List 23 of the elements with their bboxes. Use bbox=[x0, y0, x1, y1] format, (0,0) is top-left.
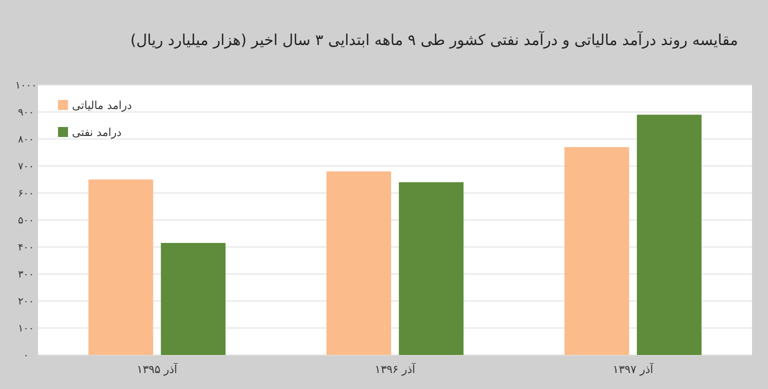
x-tick-label: آذر ۱۳۹۶ bbox=[374, 362, 416, 376]
bar bbox=[326, 171, 392, 355]
y-tick-label: ۵۰۰ bbox=[18, 216, 34, 226]
bar bbox=[88, 180, 154, 355]
bar bbox=[564, 147, 630, 355]
bar bbox=[160, 242, 226, 355]
y-tick-label: ۰ bbox=[23, 350, 29, 362]
y-tick-label: ۳۰۰ bbox=[18, 270, 34, 280]
y-tick-label: ۹۰۰ bbox=[18, 108, 34, 118]
y-tick-label: ۷۰۰ bbox=[18, 162, 34, 172]
y-tick-label: ۱۰۰ bbox=[18, 324, 34, 334]
legend-label: درامد مالیاتی bbox=[72, 99, 132, 112]
legend-label: درامد نفتی bbox=[72, 126, 122, 139]
y-tick-label: ۱۰۰۰ bbox=[15, 80, 37, 92]
bar bbox=[398, 182, 464, 355]
chart-title: مقایسه روند درآمد مالیاتی و درآمد نفتی کشور طی ۹ ماهه ابتدایی ۳ سال اخیر (هزار میلیارد ریال) bbox=[130, 30, 738, 49]
y-tick-label: ۶۰۰ bbox=[18, 188, 34, 200]
y-tick-label: ۲۰۰ bbox=[18, 296, 34, 308]
y-tick-label: ۸۰۰ bbox=[18, 134, 34, 146]
x-tick-label: آذر ۱۳۹۵ bbox=[136, 362, 178, 376]
y-tick-label: ۴۰۰ bbox=[18, 242, 34, 254]
x-tick-label: آذر ۱۳۹۷ bbox=[612, 362, 654, 376]
bar bbox=[636, 114, 702, 355]
